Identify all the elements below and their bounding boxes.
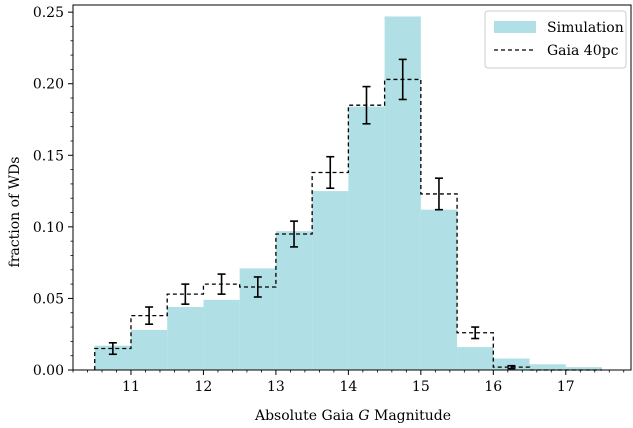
x-tick-label: 17 xyxy=(557,379,575,395)
x-axis: 11 12 13 14 15 16 17 xyxy=(72,370,625,395)
x-tick-label: 12 xyxy=(195,379,213,395)
y-axis: 0.00 0.05 0.10 0.15 0.20 0.25 xyxy=(33,5,73,379)
y-tick-label: 0.05 xyxy=(33,291,64,307)
simulation-bar xyxy=(348,106,385,371)
simulation-bar xyxy=(312,191,349,370)
simulation-bar xyxy=(203,299,240,370)
x-tick-label: 16 xyxy=(484,379,502,395)
legend-label-simulation: Simulation xyxy=(547,20,624,36)
simulation-bar xyxy=(565,367,603,370)
x-axis-label: Absolute Gaia G Magnitude xyxy=(254,408,451,424)
simulation-bars xyxy=(94,16,603,371)
plot-frame xyxy=(72,4,632,371)
simulation-bar xyxy=(529,364,566,370)
simulation-bar xyxy=(275,231,313,370)
x-tick-label: 13 xyxy=(267,379,285,395)
x-tick-label: 15 xyxy=(412,379,430,395)
legend-label-gaia: Gaia 40pc xyxy=(547,43,619,59)
y-tick-label: 0.15 xyxy=(33,148,64,164)
x-tick-label: 11 xyxy=(122,379,140,395)
simulation-bar xyxy=(167,307,204,370)
y-tick-label: 0.00 xyxy=(33,363,64,379)
legend: Simulation Gaia 40pc xyxy=(484,10,627,69)
simulation-bar xyxy=(493,358,530,370)
simulation-bar xyxy=(420,209,458,370)
y-tick-label: 0.20 xyxy=(33,77,64,93)
simulation-bar xyxy=(457,347,494,370)
gaia-error-bars xyxy=(108,58,516,370)
y-tick-label: 0.10 xyxy=(33,220,64,236)
simulation-bar xyxy=(130,329,168,370)
y-axis-label: fraction of WDs xyxy=(7,157,23,268)
legend-swatch-simulation xyxy=(494,21,536,33)
x-tick-label: 14 xyxy=(339,379,357,395)
y-tick-label: 0.25 xyxy=(33,5,64,21)
